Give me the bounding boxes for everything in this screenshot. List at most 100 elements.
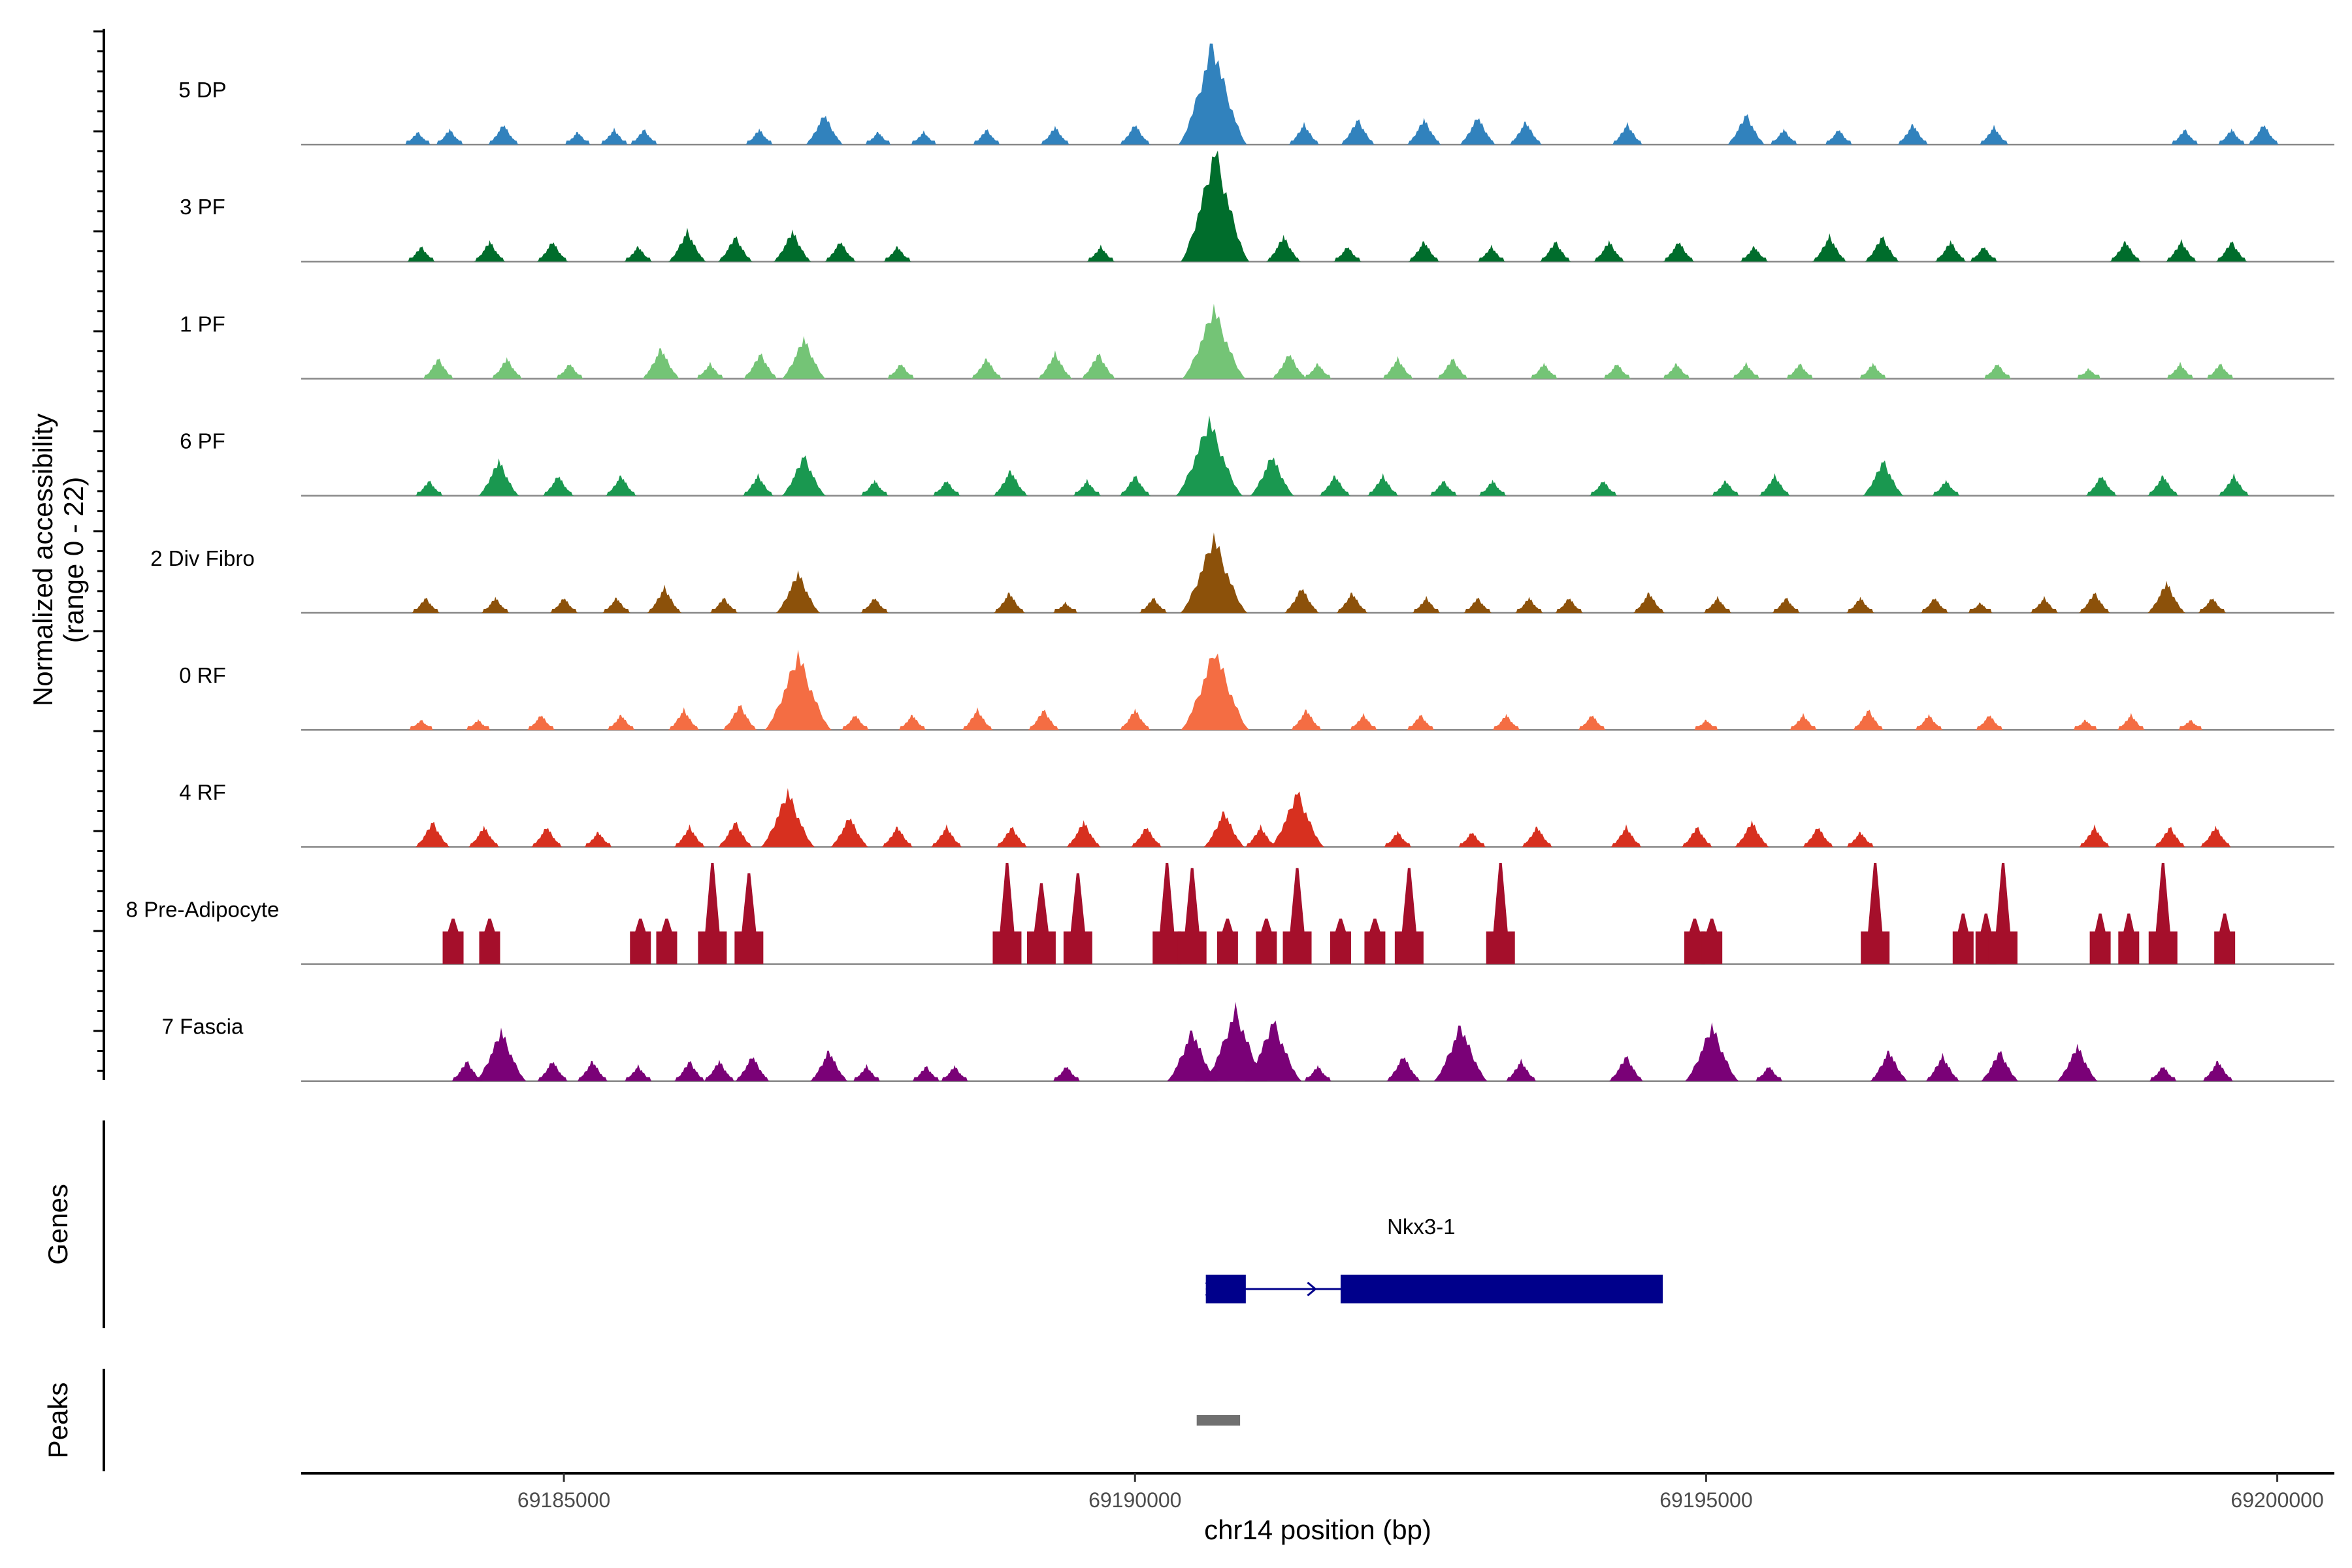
- coverage-peak: [1505, 1058, 1537, 1081]
- y-axis-title-line1: Normalized accessibility: [27, 414, 58, 706]
- coverage-peak: [2030, 596, 2059, 613]
- coverage-peak: [1663, 242, 1695, 262]
- track-5-dp: [301, 43, 2334, 146]
- coverage-peak: [1458, 832, 1486, 847]
- coverage-peak: [1870, 1051, 1908, 1081]
- coverage-peak: [1429, 480, 1458, 496]
- coverage-peak: [1040, 125, 1070, 145]
- coverage-peak: [408, 719, 434, 730]
- coverage-peak: [542, 476, 574, 496]
- coverage-peak: [1119, 708, 1151, 730]
- coverage-peak: [1979, 124, 2009, 145]
- coverage-peak: [1539, 241, 1571, 262]
- coverage-peak: [1086, 244, 1115, 262]
- coverage-peak: [1824, 130, 1853, 145]
- coverage-peak: [1367, 473, 1399, 496]
- coverage-peak: [1245, 1021, 1302, 1081]
- coverage-peak: [1515, 596, 1543, 613]
- coverage-peak: [698, 863, 727, 964]
- coverage-peak: [781, 455, 826, 496]
- coverage-peak: [2089, 913, 2111, 964]
- track-8-pre-adipocyte: [301, 863, 2334, 965]
- coverage-peak: [718, 821, 753, 847]
- coverage-peak: [1988, 863, 2017, 964]
- coverage-peak: [932, 481, 961, 496]
- coverage-peak: [2214, 913, 2236, 964]
- coverage-peak: [415, 821, 450, 847]
- coverage-peak: [1846, 832, 1874, 847]
- coverage-peak: [600, 127, 629, 145]
- coverage-peak: [1693, 719, 1719, 730]
- y-axis-title-line2: (range 0 - 22): [58, 477, 89, 643]
- coverage-peak: [830, 818, 868, 847]
- coverage-peak: [1578, 715, 1606, 730]
- coverage-peak: [531, 828, 563, 847]
- coverage-peak: [1859, 363, 1887, 379]
- coverage-peak: [825, 242, 857, 262]
- track-1-pf: [301, 303, 2334, 380]
- coverage-peak: [1863, 460, 1904, 496]
- coverage-peak: [742, 473, 774, 496]
- coverage-peak: [1303, 1065, 1332, 1081]
- coverage-peak: [1152, 863, 1182, 964]
- coverage-peak: [1271, 355, 1307, 379]
- coverage-peak: [1555, 598, 1583, 613]
- coverage-peak: [2085, 476, 2117, 496]
- coverage-peak: [2079, 824, 2110, 847]
- coverage-peak: [940, 1065, 969, 1081]
- x-tick-label: 69190000: [1088, 1488, 1181, 1512]
- coverage-peak: [1167, 1030, 1218, 1081]
- coverage-peak: [630, 129, 658, 145]
- coverage-peak: [479, 919, 500, 964]
- y-axis: [93, 29, 105, 1080]
- coverage-peak: [2200, 825, 2232, 847]
- coverage-peak: [1925, 1053, 1960, 1081]
- coverage-peak: [1703, 596, 1732, 613]
- coverage-peak: [1333, 247, 1362, 262]
- coverage-peak: [481, 596, 510, 613]
- coverage-peak: [1935, 240, 1967, 262]
- coverage-peak: [1980, 1051, 2019, 1081]
- coverage-peak: [972, 129, 1001, 145]
- coverage-peak: [451, 1060, 483, 1081]
- coverage-peak: [809, 1051, 848, 1081]
- coverage-peak: [860, 480, 889, 496]
- peaks-track: [1196, 1415, 1241, 1426]
- coverage-peak: [2170, 129, 2199, 145]
- coverage-peak: [1846, 596, 1874, 613]
- coverage-peak: [1769, 128, 1798, 145]
- coverage-peak: [2217, 128, 2246, 145]
- strand-arrow: [1307, 1281, 1317, 1297]
- coverage-peak: [864, 131, 892, 145]
- coverage-peak: [781, 336, 826, 379]
- coverage-peak: [1203, 811, 1245, 847]
- coverage-peak: [1407, 118, 1441, 145]
- coverage-peak: [1968, 602, 1993, 613]
- coverage-peak: [723, 704, 757, 730]
- coverage-peak: [1633, 593, 1665, 613]
- coverage-peak: [1521, 826, 1553, 847]
- coverage-peak: [1662, 363, 1691, 379]
- coverage-peak: [1270, 791, 1324, 847]
- coverage-peak: [1861, 863, 1890, 964]
- coverage-peak: [602, 597, 630, 613]
- coverage-peak: [883, 246, 911, 262]
- coverage-peak: [527, 715, 555, 730]
- coverage-peak: [1740, 246, 1769, 262]
- coverage-peak: [971, 358, 1002, 379]
- coverage-peak: [1711, 480, 1740, 496]
- coverage-peak: [1394, 868, 1424, 964]
- coverage-peak: [1028, 710, 1060, 730]
- coverage-peak: [674, 1060, 706, 1081]
- gene-exon: [1340, 1275, 1663, 1303]
- genes-track: Nkx3-1: [1205, 1215, 1663, 1303]
- coverage-peak: [404, 131, 431, 145]
- coverage-peak: [1865, 236, 1899, 262]
- coverage-peak: [536, 1062, 568, 1081]
- track-label: 8 Pre-Adipocyte: [126, 897, 280, 921]
- coverage-peak: [1681, 826, 1713, 847]
- coverage-peak: [1364, 919, 1386, 964]
- coverage-peak: [1119, 475, 1151, 496]
- x-tick-label: 69195000: [1659, 1488, 1752, 1512]
- coverage-peak: [674, 824, 706, 847]
